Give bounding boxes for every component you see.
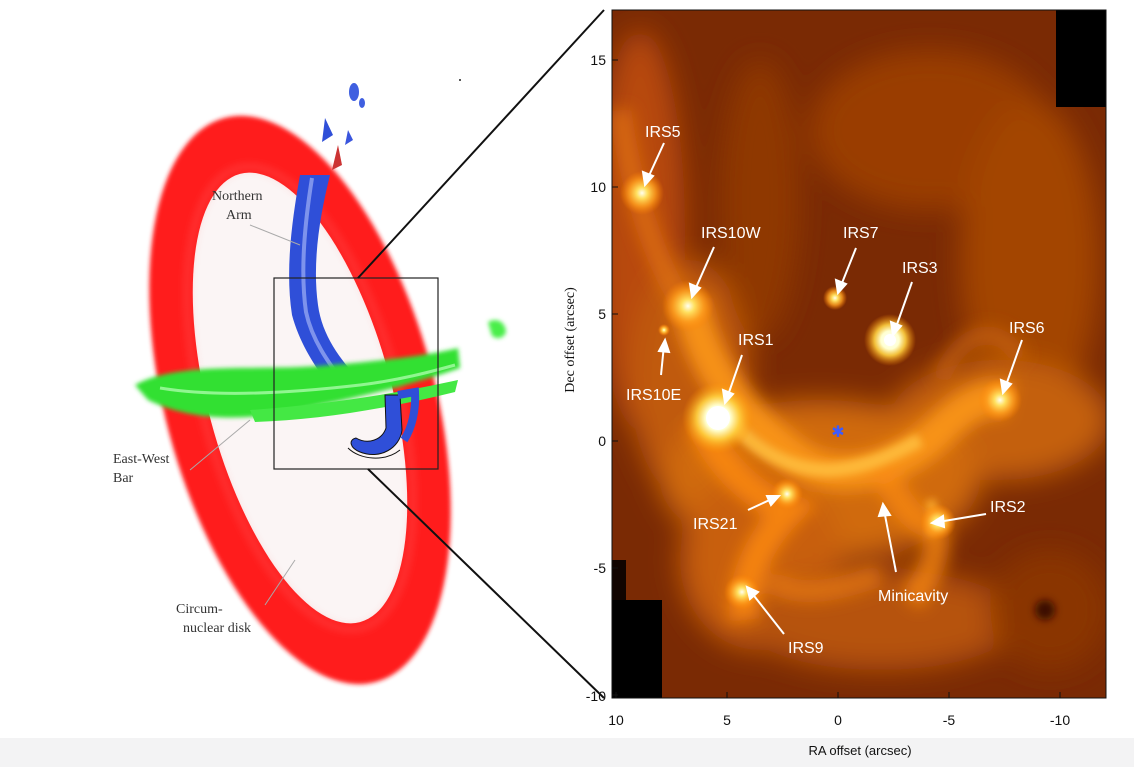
left-panel: Northern Arm East-West Bar Circum- nucle… — [113, 79, 506, 685]
label-irs9: IRS9 — [788, 640, 824, 657]
x-ticks — [615, 692, 1061, 698]
irs6-source — [978, 378, 1022, 422]
east-west-bar-label: East-West Bar — [113, 452, 173, 486]
irs1-core — [706, 406, 730, 430]
circumnuclear-disk-leader — [264, 559, 296, 606]
label-irs10w: IRS10W — [701, 225, 761, 242]
x-tick-label-neg5: -5 — [943, 712, 956, 728]
y-tick-label-5: 5 — [598, 306, 606, 322]
irs10e-source — [658, 324, 670, 336]
irs7-source — [823, 286, 847, 310]
mask-top-right — [1056, 10, 1106, 107]
y-tick-label-15: 15 — [590, 52, 606, 68]
east-west-bar-leader — [189, 419, 251, 471]
label-irs7: IRS7 — [843, 225, 879, 242]
map-frame — [611, 9, 1107, 699]
irs3-core — [884, 334, 896, 346]
source-arrows — [641, 142, 1023, 635]
y-tick-label-10: 10 — [590, 179, 606, 195]
x-tick-label-neg10: -10 — [1050, 712, 1070, 728]
mask-bottom-left — [612, 600, 662, 698]
label-minicavity: Minicavity — [878, 588, 948, 605]
center-marker: ✱ — [831, 424, 844, 441]
x-tick-label-5: 5 — [723, 712, 731, 728]
irs5-source — [620, 171, 664, 215]
x-tick-label-10: 10 — [608, 712, 624, 728]
y-ticks — [612, 59, 618, 696]
x-axis-label: RA offset (arcsec) — [808, 743, 911, 758]
label-irs2: IRS2 — [990, 499, 1026, 516]
mask-bottom-left-strip — [612, 560, 626, 600]
y-axis-label: Dec offset (arcsec) — [563, 287, 578, 393]
x-tick-label-0: 0 — [834, 712, 842, 728]
label-irs21: IRS21 — [693, 516, 738, 533]
minispiral-tip — [347, 387, 420, 459]
irs21-source — [771, 478, 803, 510]
label-irs5: IRS5 — [645, 124, 681, 141]
projection-line-bottom — [367, 468, 605, 699]
circumnuclear-disk-label: Circum- nuclear disk — [176, 602, 251, 636]
label-irs6: IRS6 — [1009, 320, 1045, 337]
label-irs1: IRS1 — [738, 332, 774, 349]
irs9-source — [724, 574, 760, 610]
zoom-box — [273, 277, 439, 470]
y-tick-label-0: 0 — [598, 433, 606, 449]
y-tick-label-neg5: -5 — [594, 560, 607, 576]
label-irs3: IRS3 — [902, 260, 938, 277]
y-tick-label-neg10: -10 — [586, 688, 606, 704]
northern-arm-label: Northern Arm — [212, 189, 266, 223]
ir-map: ✱ IRS5 IRS10W IRS7 IRS3 IRS6 IRS1 IRS10E — [563, 9, 1107, 758]
northern-arm-leader — [249, 224, 301, 246]
projection-line-top — [357, 9, 605, 279]
label-irs10e: IRS10E — [626, 387, 681, 404]
northern-arm — [289, 83, 365, 392]
irs10w-source — [662, 280, 714, 332]
